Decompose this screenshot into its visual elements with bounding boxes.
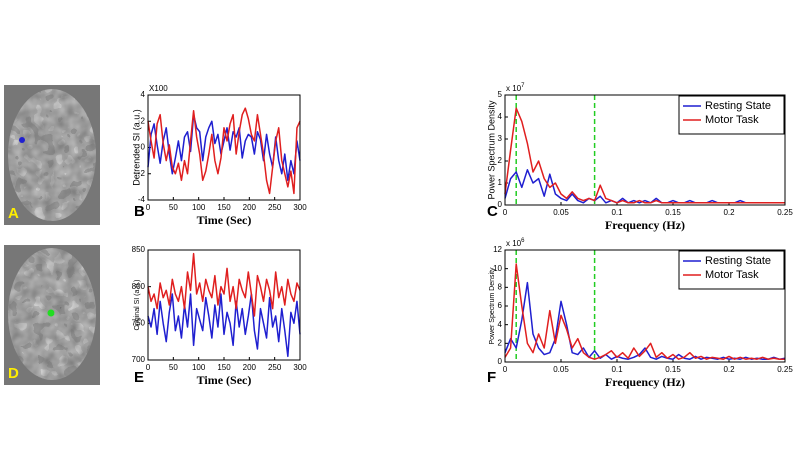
y-tick-label: 2 <box>498 156 503 165</box>
y-axis-label: Power Spectrum Density <box>486 100 496 200</box>
multiplier-base: x 10 <box>506 84 522 93</box>
y-axis-label: Power Spectrum Density <box>489 267 496 345</box>
y-tick-label: 10 <box>493 264 502 273</box>
y-tick-label: 800 <box>132 282 146 291</box>
x-tick-label: 0.1 <box>611 208 623 217</box>
x-tick-label: 50 <box>169 203 178 212</box>
multiplier-base: X100 <box>149 84 168 93</box>
x-tick-label: 0.05 <box>553 208 569 217</box>
y-tick-label: -2 <box>138 169 146 178</box>
y-tick-label: 0 <box>498 357 503 366</box>
y-tick-label: 1 <box>498 178 503 187</box>
chart: 0 50 100 150 200 250 300 700 750 800 850 Time (Sec)… <box>132 245 308 387</box>
x-tick-label: 0.25 <box>777 365 793 374</box>
data-line <box>504 169 785 204</box>
y-multiplier: x 107 <box>506 83 525 94</box>
x-axis-label: Frequency (Hz) <box>605 375 685 389</box>
y-tick-label: 4 <box>141 90 146 99</box>
y-axis-label: Original SI (a.u.) <box>134 280 141 331</box>
panel-label: B <box>134 203 145 220</box>
x-axis-label: Frequency (Hz) <box>605 218 685 232</box>
legend-label: Resting State <box>705 255 771 267</box>
data-line <box>147 252 301 317</box>
plot-frame <box>504 249 786 363</box>
y-tick-label: 850 <box>132 245 146 254</box>
x-tick-label: 0 <box>503 208 508 217</box>
brain-slice <box>8 89 96 221</box>
y-tick-label: 12 <box>493 245 502 254</box>
y-tick-label: 6 <box>498 301 503 310</box>
chart: 0 50 100 150 200 250 300 -4 -2 0 2 4 Time (Sec) Detre… <box>131 84 307 227</box>
plot-frame <box>147 94 301 201</box>
panel-label: C <box>487 203 498 220</box>
y-tick-label: 0 <box>498 200 503 209</box>
plot-frame <box>147 249 301 361</box>
y-tick-label: -4 <box>138 195 146 204</box>
x-tick-label: 150 <box>217 363 231 372</box>
x-tick-label: 0.15 <box>665 365 681 374</box>
panel-label: E <box>134 369 144 386</box>
brain-image-d <box>4 245 100 385</box>
y-multiplier: X100 <box>149 84 168 93</box>
data-line <box>147 293 301 358</box>
legend-box <box>678 95 785 135</box>
chart: 0 0.05 0.1 0.15 0.2 0.25 0 2 4 6 8 10 12 Resting Stat… <box>487 238 793 389</box>
x-tick-label: 300 <box>293 203 307 212</box>
y-tick-label: 2 <box>141 116 146 125</box>
panel-label: A <box>8 205 19 222</box>
legend-label: Motor Task <box>705 269 759 281</box>
y-tick-label: 5 <box>498 90 503 99</box>
legend-label: Motor Task <box>705 114 759 126</box>
x-tick-label: 0.05 <box>553 365 569 374</box>
x-tick-label: 300 <box>293 363 307 372</box>
x-tick-label: 250 <box>268 203 282 212</box>
x-tick-label: 50 <box>169 363 178 372</box>
multiplier-base: x 10 <box>506 239 522 248</box>
y-tick-label: 4 <box>498 112 503 121</box>
data-line <box>147 107 301 195</box>
plot-frame <box>504 94 786 206</box>
multiplier-exponent: 7 <box>521 83 525 89</box>
x-axis-label: Time (Sec) <box>197 373 252 387</box>
x-tick-label: 250 <box>268 363 282 372</box>
x-tick-label: 0.15 <box>665 208 681 217</box>
y-tick-label: 3 <box>498 134 503 143</box>
x-tick-label: 100 <box>192 203 206 212</box>
data-line <box>504 263 785 360</box>
multiplier-exponent: 6 <box>521 238 525 244</box>
y-tick-label: 750 <box>132 318 146 327</box>
panel-label: F <box>487 369 496 386</box>
y-multiplier: x 106 <box>506 238 525 249</box>
legend-box <box>678 250 785 290</box>
roi-dot <box>47 309 55 317</box>
x-tick-label: 150 <box>217 203 231 212</box>
y-tick-label: 2 <box>498 338 503 347</box>
x-tick-label: 0.1 <box>611 365 623 374</box>
x-tick-label: 100 <box>192 363 206 372</box>
x-tick-label: 0 <box>503 365 508 374</box>
y-tick-label: 4 <box>498 320 503 329</box>
y-axis-label: Detrended SI (a.u.) <box>131 109 141 186</box>
chart: 0 0.05 0.1 0.15 0.2 0.25 0 1 2 3 4 5 Resting State Mo… <box>486 83 793 232</box>
y-tick-label: 700 <box>132 355 146 364</box>
x-tick-label: 200 <box>243 363 257 372</box>
y-tick-label: 8 <box>498 282 503 291</box>
brain-image-a <box>4 85 100 225</box>
legend-label: Resting State <box>705 100 771 112</box>
x-tick-label: 0.25 <box>777 208 793 217</box>
x-tick-label: 0 <box>146 363 151 372</box>
x-tick-label: 200 <box>243 203 257 212</box>
data-line <box>504 107 785 204</box>
x-tick-label: 0 <box>146 203 151 212</box>
roi-dot <box>19 137 25 143</box>
data-line <box>504 281 786 360</box>
panel-label: D <box>8 365 19 382</box>
x-tick-label: 0.2 <box>723 208 735 217</box>
x-axis-label: Time (Sec) <box>197 213 252 227</box>
y-tick-label: 0 <box>141 143 146 152</box>
x-tick-label: 0.2 <box>723 365 735 374</box>
